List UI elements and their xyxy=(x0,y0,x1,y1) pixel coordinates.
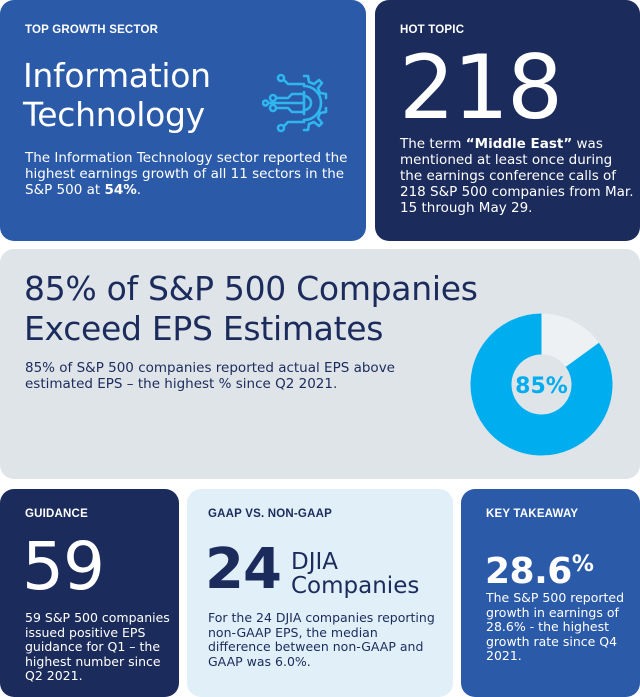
eps-headline-line1: 85% of S&P 500 Companies xyxy=(24,269,478,308)
guidance-number: 59 xyxy=(22,528,105,605)
takeaway-description: The S&P 500 reported growth in earnings … xyxy=(486,590,625,663)
sector-description: The Information Technology sector report… xyxy=(25,150,348,198)
card-label: GAAP VS. NON-GAAP xyxy=(208,508,332,520)
donut-label: 85% xyxy=(515,374,568,399)
sector-title-line2: Technology xyxy=(23,95,205,134)
eps-description: 85% of S&P 500 companies reported actual… xyxy=(25,360,395,392)
eps-estimates-card: 85% of S&P 500 Companies Exceed EPS Esti… xyxy=(0,249,640,479)
hot-topic-description: The term “Middle East” was mentioned at … xyxy=(400,136,634,216)
gaap-subtitle-line2: Companies xyxy=(291,573,420,599)
card-label: TOP GROWTH SECTOR xyxy=(25,24,159,36)
sector-title-line1: Information xyxy=(23,56,211,95)
eps-headline-line2: Exceed EPS Estimates xyxy=(24,309,384,348)
gaap-description: For the 24 DJIA companies reporting non-… xyxy=(208,610,435,669)
gaap-subtitle-line1: DJIA xyxy=(291,549,339,575)
guidance-card: GUIDANCE 59 59 S&P 500 companies issued … xyxy=(0,489,179,697)
card-label: GUIDANCE xyxy=(25,508,88,520)
gaap-card: GAAP VS. NON-GAAP 24 DJIA Companies For … xyxy=(187,489,453,697)
card-label: KEY TAKEAWAY xyxy=(486,508,579,520)
key-takeaway-card: KEY TAKEAWAY 28.6% The S&P 500 reported … xyxy=(461,489,640,697)
gaap-subtitle: DJIA Companies xyxy=(291,550,451,598)
card-label: HOT TOPIC xyxy=(400,24,465,36)
hot-topic-card: HOT TOPIC 218 The term “Middle East” was… xyxy=(375,0,640,241)
sector-title: Information Technology xyxy=(23,56,263,134)
top-growth-sector-card: TOP GROWTH SECTOR Information Technology… xyxy=(0,0,366,241)
hot-topic-number: 218 xyxy=(399,36,563,139)
guidance-description: 59 S&P 500 companies issued positive EPS… xyxy=(25,610,170,683)
eps-donut-chart: 85% xyxy=(470,313,613,456)
circuit-gear-icon xyxy=(262,73,328,133)
eps-headline: 85% of S&P 500 Companies Exceed EPS Esti… xyxy=(24,269,544,349)
takeaway-number: 28.6% xyxy=(485,551,594,592)
donut-value-arc xyxy=(470,313,613,456)
gaap-number: 24 xyxy=(205,537,282,602)
